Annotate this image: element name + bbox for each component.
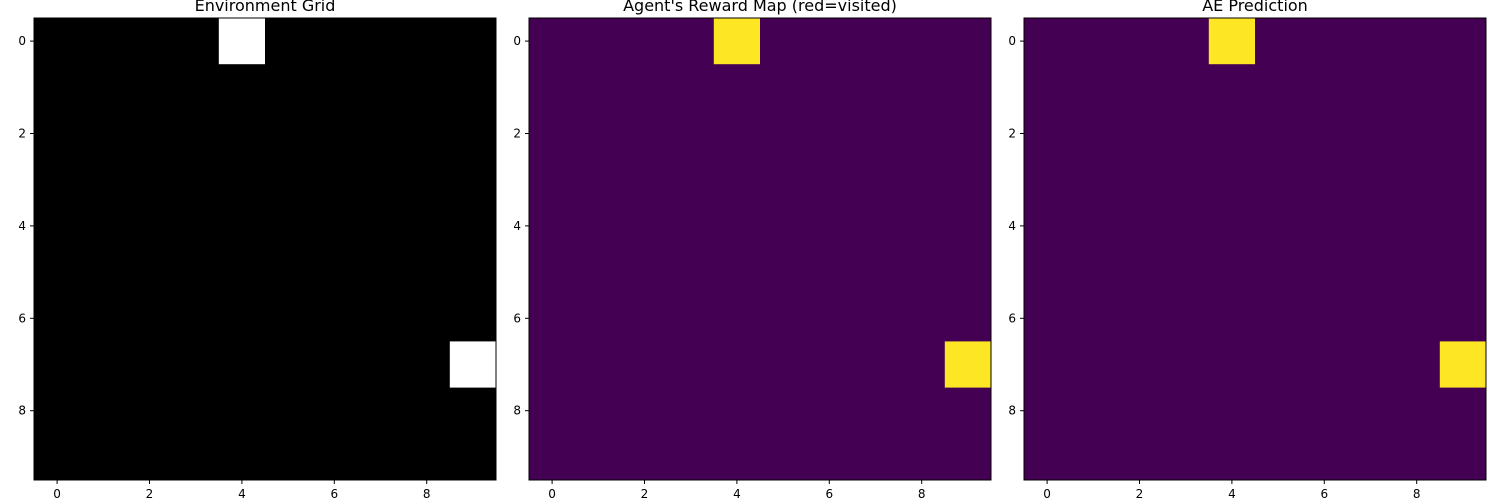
x-tick-label: 4	[1228, 487, 1236, 500]
axes-frame	[1023, 17, 1487, 481]
panel-ae-prediction: AE Prediction 0 2 4 6 8 0 2 4 6 8	[1008, 0, 1487, 500]
y-tick-label: 8	[18, 404, 26, 418]
y-tick-label: 6	[513, 311, 521, 325]
y-tick-label: 2	[513, 127, 521, 141]
y-tick-label: 0	[513, 34, 521, 48]
x-tick-label: 6	[330, 487, 338, 500]
heatmap-cell-high	[713, 18, 760, 65]
heatmap-cell-high	[1439, 341, 1486, 388]
axes-frame	[528, 17, 992, 481]
x-tick-label: 4	[238, 487, 246, 500]
x-tick-label: 8	[1413, 487, 1421, 500]
heatmap-cell-high	[449, 341, 496, 388]
heatmap-background	[1024, 18, 1486, 480]
y-tick-label: 8	[513, 404, 521, 418]
x-tick-label: 6	[1320, 487, 1328, 500]
x-tick-label: 4	[733, 487, 741, 500]
y-tick-label: 6	[18, 311, 26, 325]
x-tick-label: 0	[1043, 487, 1051, 500]
x-tick-label: 8	[918, 487, 926, 500]
x-tick-label: 2	[146, 487, 154, 500]
y-tick-label: 0	[1008, 34, 1016, 48]
x-tick-label: 0	[548, 487, 556, 500]
heatmap-cell-high	[944, 341, 991, 388]
heatmap-background	[529, 18, 991, 480]
chart-title: AE Prediction	[1202, 0, 1308, 15]
axes-frame	[33, 17, 497, 481]
panel-environment-grid: Environment Grid 0 2 4 6 8 0 2 4 6 8	[18, 0, 497, 500]
y-tick-label: 4	[18, 219, 26, 233]
x-tick-label: 8	[423, 487, 431, 500]
chart-title: Agent's Reward Map (red=visited)	[623, 0, 897, 15]
y-tick-label: 2	[1008, 127, 1016, 141]
heatmap-cell-high	[1208, 18, 1255, 65]
panel-reward-map: Agent's Reward Map (red=visited) 0 2 4 6 8 0 2…	[513, 0, 992, 500]
x-tick-label: 0	[53, 487, 61, 500]
y-tick-label: 2	[18, 127, 26, 141]
y-tick-label: 0	[18, 34, 26, 48]
x-tick-label: 2	[1136, 487, 1144, 500]
heatmap-cell-high	[218, 18, 265, 65]
chart-title: Environment Grid	[195, 0, 336, 15]
y-tick-label: 6	[1008, 311, 1016, 325]
y-tick-label: 8	[1008, 404, 1016, 418]
y-tick-label: 4	[513, 219, 521, 233]
x-tick-label: 2	[641, 487, 649, 500]
y-tick-label: 4	[1008, 219, 1016, 233]
heatmap-background	[34, 18, 496, 480]
x-tick-label: 6	[825, 487, 833, 500]
